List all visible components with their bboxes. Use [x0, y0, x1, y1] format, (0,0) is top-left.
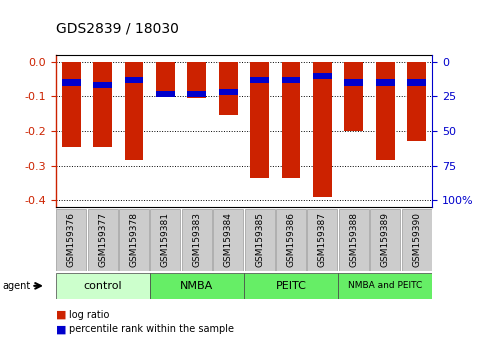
- Bar: [313, 73, 332, 79]
- FancyBboxPatch shape: [119, 209, 149, 271]
- FancyBboxPatch shape: [401, 209, 432, 271]
- Bar: [93, 82, 112, 88]
- Bar: [219, 89, 238, 95]
- Bar: [125, 77, 143, 83]
- Bar: [407, 79, 426, 86]
- FancyBboxPatch shape: [307, 209, 338, 271]
- FancyBboxPatch shape: [244, 273, 338, 299]
- FancyBboxPatch shape: [150, 273, 244, 299]
- Bar: [93, 62, 112, 147]
- Text: GSM159386: GSM159386: [286, 212, 296, 267]
- Bar: [156, 62, 175, 96]
- FancyBboxPatch shape: [276, 209, 306, 271]
- Bar: [187, 91, 206, 97]
- Bar: [187, 62, 206, 98]
- Text: GSM159388: GSM159388: [349, 212, 358, 267]
- Bar: [62, 62, 81, 147]
- FancyBboxPatch shape: [370, 209, 400, 271]
- FancyBboxPatch shape: [338, 273, 432, 299]
- Bar: [219, 62, 238, 115]
- Bar: [282, 77, 300, 83]
- Text: GSM159377: GSM159377: [98, 212, 107, 267]
- Text: GSM159385: GSM159385: [255, 212, 264, 267]
- Text: log ratio: log ratio: [69, 310, 110, 320]
- FancyBboxPatch shape: [182, 209, 212, 271]
- Bar: [62, 79, 81, 86]
- Text: GSM159381: GSM159381: [161, 212, 170, 267]
- FancyBboxPatch shape: [213, 209, 243, 271]
- Bar: [282, 62, 300, 178]
- Bar: [376, 62, 395, 160]
- FancyBboxPatch shape: [56, 273, 150, 299]
- FancyBboxPatch shape: [150, 209, 181, 271]
- Text: control: control: [84, 281, 122, 291]
- FancyBboxPatch shape: [87, 209, 118, 271]
- Text: GSM159383: GSM159383: [192, 212, 201, 267]
- FancyBboxPatch shape: [244, 209, 275, 271]
- Bar: [125, 62, 143, 160]
- Bar: [344, 62, 363, 131]
- Bar: [376, 79, 395, 86]
- Text: PEITC: PEITC: [276, 281, 306, 291]
- Text: GSM159389: GSM159389: [381, 212, 390, 267]
- Bar: [156, 91, 175, 97]
- Bar: [407, 62, 426, 141]
- Text: percentile rank within the sample: percentile rank within the sample: [69, 324, 234, 334]
- FancyBboxPatch shape: [56, 209, 86, 271]
- Bar: [250, 62, 269, 178]
- Text: ■: ■: [56, 324, 66, 334]
- Text: ■: ■: [56, 310, 66, 320]
- Text: GSM159390: GSM159390: [412, 212, 421, 267]
- Text: GSM159384: GSM159384: [224, 212, 233, 267]
- Text: GSM159387: GSM159387: [318, 212, 327, 267]
- Text: GSM159378: GSM159378: [129, 212, 139, 267]
- Text: GSM159376: GSM159376: [67, 212, 76, 267]
- Text: NMBA and PEITC: NMBA and PEITC: [348, 281, 422, 290]
- Text: GDS2839 / 18030: GDS2839 / 18030: [56, 21, 178, 35]
- Text: NMBA: NMBA: [180, 281, 213, 291]
- Bar: [313, 62, 332, 197]
- FancyBboxPatch shape: [339, 209, 369, 271]
- Bar: [250, 77, 269, 83]
- Bar: [344, 79, 363, 86]
- Text: agent: agent: [2, 281, 30, 291]
